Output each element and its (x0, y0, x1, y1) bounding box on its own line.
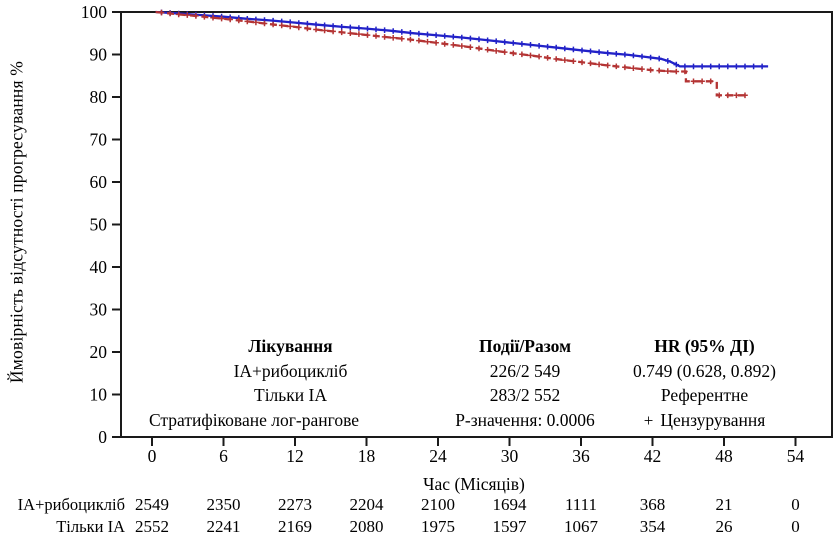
risk-count: 2080 (349, 517, 384, 536)
legend-row-ai-only: Тільки ІА 283/2 552 Референтне (0, 384, 837, 407)
risk-count: 2241 (206, 517, 241, 536)
x-tick-label: 48 (715, 446, 733, 466)
legend-hr-value: 0.749 (0.628, 0.892) (633, 361, 776, 381)
risk-count: 1694 (492, 495, 527, 514)
x-tick-label: 18 (358, 446, 376, 466)
risk-count: 2204 (349, 495, 384, 514)
x-tick-label: 30 (501, 446, 519, 466)
legend-header-row: Лікування Події/Разом HR (95% ДІ) (0, 335, 837, 358)
risk-row-ribociclib: ІА+рибоцикліб 2549 2350 2273 2204 2100 1694 11… (0, 494, 837, 516)
legend-treatment-header: Лікування (248, 336, 333, 356)
legend-treatment-label: ІА+рибоцикліб (233, 361, 348, 381)
risk-count: 2169 (278, 517, 312, 536)
legend-row-ribociclib: ІА+рибоцикліб 226/2 549 0.749 (0.628, 0.… (0, 360, 837, 383)
legend-events-value: 226/2 549 (489, 361, 561, 381)
legend-row-logrank: Стратифіковане лог-рангове Р-значення: 0… (0, 409, 837, 432)
y-tick-label: 30 (90, 300, 108, 320)
risk-count: 354 (639, 517, 666, 536)
x-tick-label: 0 (148, 446, 157, 466)
x-axis-title: Час (Місяців) (423, 474, 525, 494)
risk-count: 2549 (135, 495, 169, 514)
legend-hr-header: HR (95% ДІ) (654, 336, 755, 356)
risk-count: 2350 (206, 495, 241, 514)
risk-count: 2100 (421, 495, 455, 514)
legend-hr-value: Референтне (660, 385, 749, 405)
risk-count: 0 (791, 517, 800, 536)
x-tick-label: 24 (429, 446, 447, 466)
legend-events-header: Події/Разом (478, 336, 571, 356)
risk-row-label: Тільки ІА (56, 517, 125, 536)
legend-pvalue: Р-значення: 0.0006 (455, 410, 595, 430)
x-tick-label: 54 (787, 446, 805, 466)
censor-marks-ribociclib (158, 9, 765, 70)
censor-marks-ai-only (158, 9, 748, 99)
risk-count: 2273 (278, 495, 312, 514)
risk-count: 1067 (564, 517, 598, 536)
legend-test-label: Стратифіковане лог-рангове (148, 410, 360, 430)
y-tick-label: 100 (81, 2, 108, 22)
risk-count: 1975 (421, 517, 455, 536)
censoring-text: Цензурування (660, 410, 766, 430)
y-tick-label: 70 (90, 130, 108, 150)
risk-count: 1111 (564, 495, 598, 514)
y-tick-label: 60 (90, 172, 108, 192)
y-tick-label: 80 (90, 87, 108, 107)
y-tick-label: 0 (98, 427, 107, 447)
legend-censoring-label: + Цензурування (612, 409, 797, 432)
risk-count: 1597 (492, 517, 527, 536)
km-curve-ai-only (155, 10, 749, 97)
risk-count: 21 (715, 495, 733, 514)
x-tick-label: 36 (572, 446, 590, 466)
risk-row-label: ІА+рибоцикліб (17, 495, 125, 514)
x-tick-label: 6 (219, 446, 228, 466)
y-tick-label: 10 (90, 385, 108, 405)
censor-plus-icon: + (643, 411, 654, 430)
legend-treatment-label: Тільки ІА (254, 385, 327, 405)
risk-count: 0 (791, 495, 800, 514)
x-tick-label: 12 (286, 446, 304, 466)
risk-row-ai-only: Тільки ІА 2552 2241 2169 2080 1975 1597 1067 35… (0, 516, 837, 538)
y-tick-label: 40 (90, 257, 108, 277)
risk-count: 26 (715, 517, 733, 536)
risk-count: 368 (639, 495, 666, 514)
y-tick-label: 90 (90, 45, 108, 65)
legend-events-value: 283/2 552 (489, 385, 561, 405)
y-tick-label: 50 (90, 215, 108, 235)
y-tick-label: 20 (90, 342, 108, 362)
risk-count: 2552 (135, 517, 169, 536)
x-tick-label: 42 (644, 446, 662, 466)
